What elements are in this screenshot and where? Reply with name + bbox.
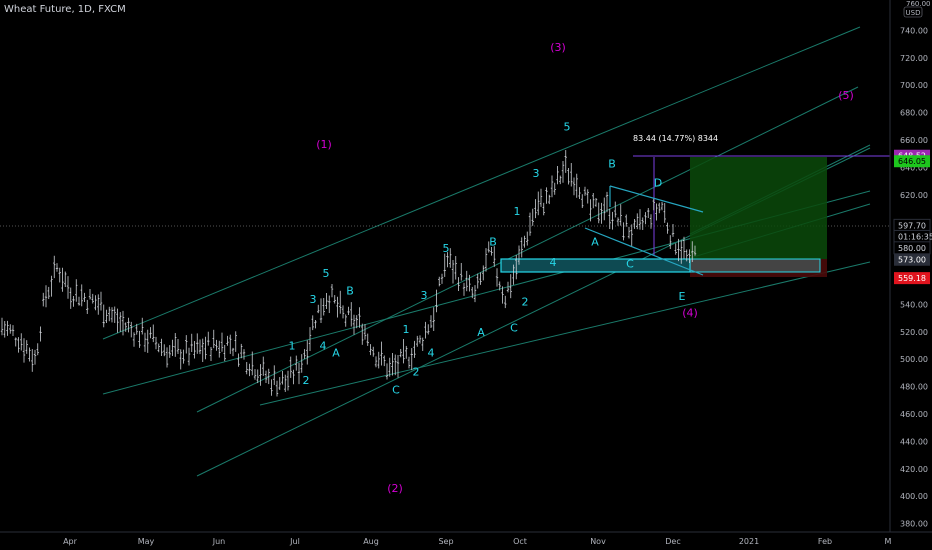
wave-label: (3) [550,41,566,54]
y-tick-label: 380.00 [900,520,928,529]
x-tick-label: Aug [363,537,379,546]
wave-label: 4 [320,340,327,353]
y-tick-label: 460.00 [900,410,928,419]
wave-label: 1 [403,323,410,336]
triangle-upper [609,185,704,213]
x-tick-label: Apr [63,537,78,546]
candles [0,150,697,397]
y-tick-label: 720.00 [900,54,928,63]
price-tag-label: 01:16:35 [898,232,932,241]
measure-label: 83.44 (14.77%) 8344 [633,134,718,143]
y-tick-label: 740.00 [900,26,928,35]
wave-label: 5 [443,242,450,255]
wave-label: 1 [514,205,521,218]
target-zone [690,157,827,259]
wave-label: (2) [387,482,403,495]
x-tick-label: Oct [513,537,527,546]
x-tick-label: Sep [438,537,453,546]
y-tick-label: 640.00 [900,163,928,172]
price-tag-label: 646.05 [898,157,926,166]
x-tick-label: Dec [665,537,680,546]
y-axis-top-label: 760.00 [906,0,931,8]
wave-label: B [489,235,497,248]
wave-label: 4 [428,346,435,359]
y-tick-label: 520.00 [900,328,928,337]
wave-label: A [332,346,340,359]
y-tick-label: 400.00 [900,492,928,501]
price-tag-label: 597.70 [898,221,926,230]
x-tick-label: Feb [818,537,832,546]
price-tag [894,272,930,285]
x-tick-label: Nov [590,537,606,546]
price-tag [894,155,930,168]
wave-label: E [679,290,686,303]
wave-label: C [626,257,634,270]
y-tick-label: 480.00 [900,383,928,392]
wave-label: 4 [550,256,557,269]
wave-label: B [608,157,616,170]
wave-label: 5 [564,120,571,133]
currency-label: USD [906,9,921,17]
channel-line [259,261,871,406]
y-tick-label: 420.00 [900,465,928,474]
wave-label: 2 [413,366,420,379]
y-tick-label: 620.00 [900,191,928,200]
wave-label: A [591,235,599,248]
price-tag [894,253,930,266]
price-tag-label: 559.18 [898,274,926,283]
wave-label: (5) [838,89,854,102]
wave-label: 3 [533,167,540,180]
wave-label: 3 [421,289,428,302]
wave-label: 3 [310,293,317,306]
wave-label: D [654,176,662,189]
y-tick-label: 660.00 [900,136,928,145]
wave-label: C [392,383,400,396]
y-tick-label: 500.00 [900,355,928,364]
wave-label: A [477,326,485,339]
support-box [500,258,691,273]
x-tick-label: M [885,537,892,546]
wave-label: 2 [303,374,310,387]
chart-title: Wheat Future, 1D, FXCM [4,4,126,15]
channel-line [102,26,861,340]
x-tick-label: Jun [212,537,226,546]
wave-label: 2 [522,296,529,309]
y-tick-label: 700.00 [900,81,928,90]
y-tick-label: 540.00 [900,300,928,309]
wave-label: (4) [682,307,698,320]
x-tick-label: May [138,537,155,546]
price-tags: 648.52646.05597.7001:16:35580.00573.0055… [893,149,932,285]
wave-labels: (1) (2) (3) (4) (5) 1 2 3 4 5 A B C 1 2 3 4 5 A B C 1 2 3 4 5 A B C D… [289,41,854,495]
x-tick-label: 2021 [739,537,759,546]
currency-badge[interactable] [903,6,923,18]
x-tick-label: Jul [289,537,300,546]
x-axis-ticks: Apr May Jun Jul Aug Sep Oct Nov Dec 2021 Feb M [63,537,891,546]
y-tick-label: 680.00 [900,109,928,118]
triangle-lower [584,227,704,276]
wave-label: 5 [323,267,330,280]
entry-zone [689,258,821,273]
wave-label: B [346,285,354,298]
price-tag-label: 573.00 [898,256,926,265]
wave-label: C [510,322,518,335]
wave-label: (1) [316,138,332,151]
wave-label: 1 [289,340,296,353]
price-tag-label: 580.00 [898,244,926,253]
y-tick-label: 440.00 [900,437,928,446]
